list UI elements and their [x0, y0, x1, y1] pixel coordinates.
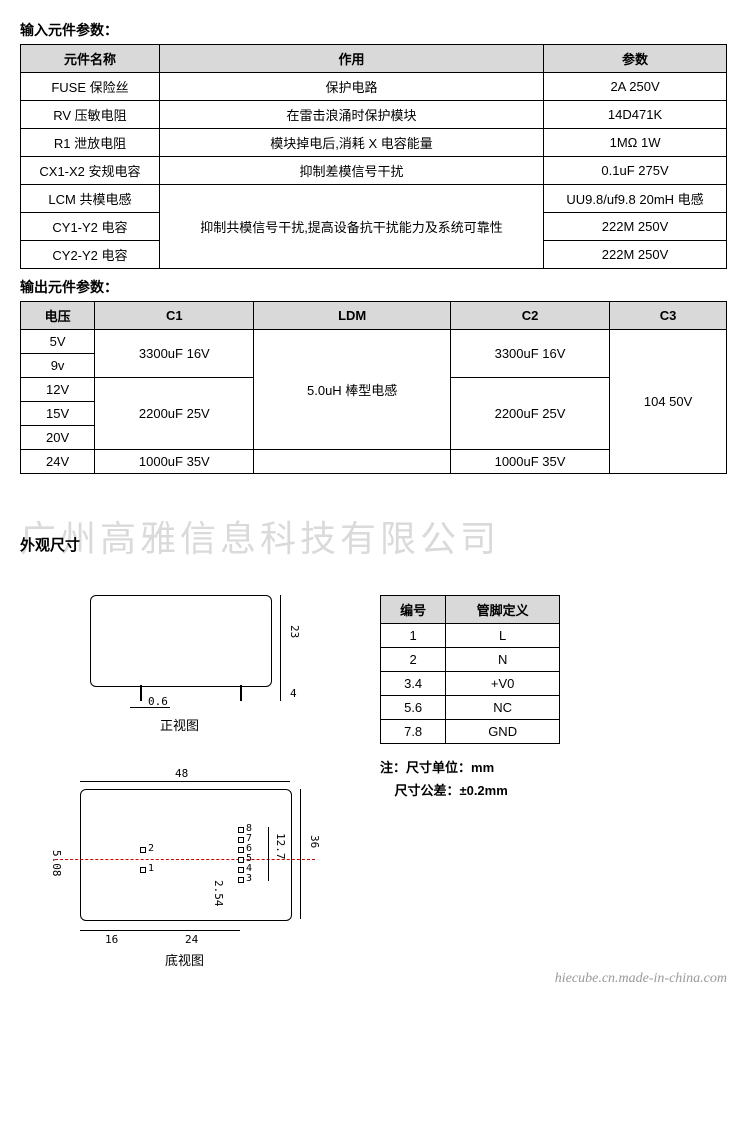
input-th-param: 参数 [544, 45, 727, 73]
input-th-name: 元件名称 [21, 45, 160, 73]
pin-th-num: 编号 [381, 596, 446, 624]
out-th-c2: C2 [450, 302, 609, 330]
table-row: 2N [381, 648, 560, 672]
bottom-view-drawing: 48 2 1 8 7 6 5 4 3 36 [20, 775, 300, 975]
pin-definition-block: 编号 管脚定义 1L 2N 3.4+V0 5.6NC 7.8GND 注：尺寸单位… [380, 595, 560, 803]
out-th-ldm: LDM [254, 302, 450, 330]
table-row: LCM 共模电感 抑制共模信号干扰,提高设备抗干扰能力及系统可靠性 UU9.8/… [21, 185, 727, 213]
out-th-c1: C1 [95, 302, 254, 330]
table-row: 3.4+V0 [381, 672, 560, 696]
dimension-note: 注：尺寸单位：mm 尺寸公差：±0.2mm [380, 756, 560, 803]
input-section-title: 输入元件参数： [20, 20, 727, 40]
pin-table: 编号 管脚定义 1L 2N 3.4+V0 5.6NC 7.8GND [380, 595, 560, 744]
out-th-v: 电压 [21, 302, 95, 330]
table-row: 7.8GND [381, 720, 560, 744]
table-row: CX1-X2 安规电容 抑制差模信号干扰 0.1uF 275V [21, 157, 727, 185]
input-params-table: 元件名称 作用 参数 FUSE 保险丝 保护电路 2A 250V RV 压敏电阻… [20, 44, 727, 269]
output-params-table: 电压 C1 LDM C2 C3 5V 3300uF 16V 5.0uH 棒型电感… [20, 301, 727, 474]
out-th-c3: C3 [610, 302, 727, 330]
input-th-func: 作用 [159, 45, 543, 73]
table-row: FUSE 保险丝 保护电路 2A 250V [21, 73, 727, 101]
dimension-title: 外观尺寸 [20, 534, 727, 555]
table-row: RV 压敏电阻 在雷击浪涌时保护模块 14D471K [21, 101, 727, 129]
table-row: R1 泄放电阻 模块掉电后,消耗 X 电容能量 1MΩ 1W [21, 129, 727, 157]
table-row: 5.6NC [381, 696, 560, 720]
output-section-title: 输出元件参数： [20, 277, 727, 297]
table-row: 1L [381, 624, 560, 648]
pin-th-def: 管脚定义 [446, 596, 560, 624]
front-view-drawing: 23 4 0.6 正视图 [20, 595, 300, 755]
table-row: 5V 3300uF 16V 5.0uH 棒型电感 3300uF 16V 104 … [21, 330, 727, 354]
